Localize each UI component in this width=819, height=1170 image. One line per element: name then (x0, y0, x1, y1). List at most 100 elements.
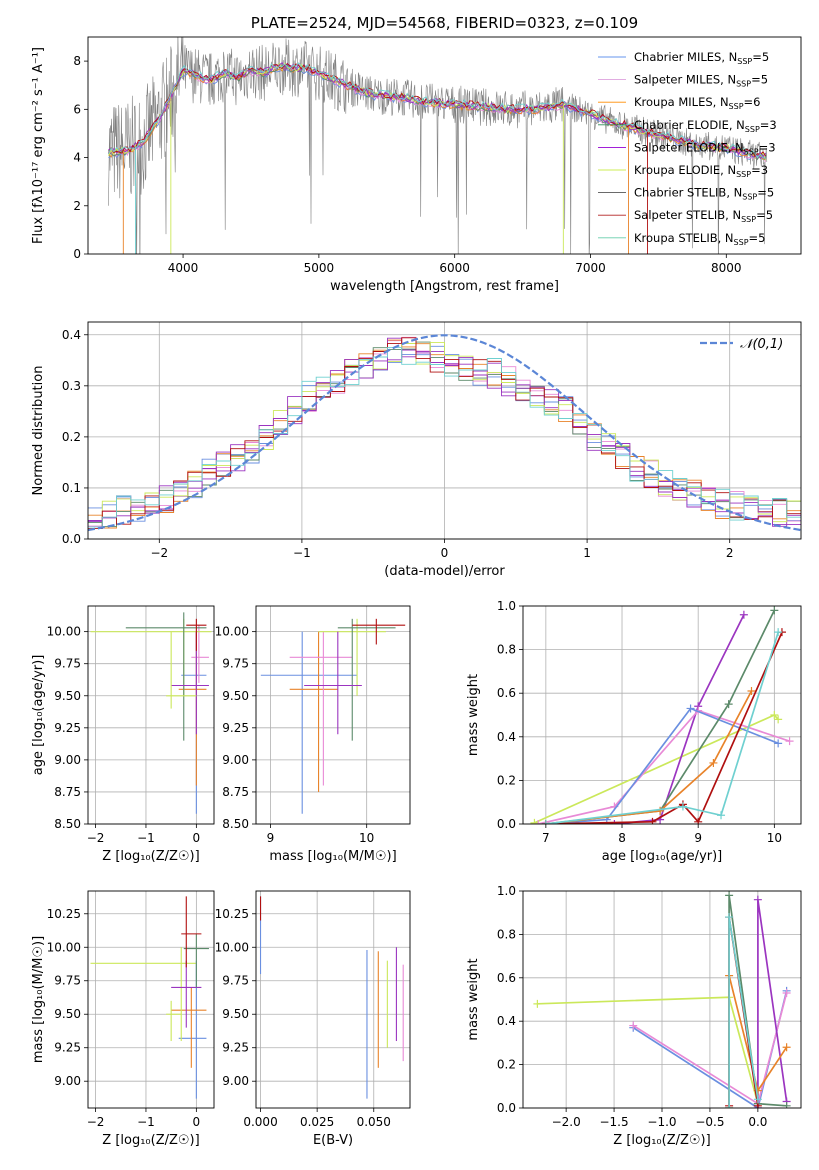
y-tick-label: 9.50 (54, 689, 81, 703)
x-tick-label: 8000 (711, 261, 742, 275)
y-tick-label: 8.50 (222, 817, 249, 831)
x-tick-label: 5000 (304, 261, 335, 275)
errorbar-point (186, 618, 207, 651)
x-axis-label: Z [log₁₀(Z/Z☉)] (613, 1133, 710, 1148)
legend-label-main: Salpeter MILES, N (634, 73, 736, 87)
weight-point-marker (629, 1021, 638, 1030)
x-tick-label: 0 (193, 831, 201, 845)
x-axis-label: mass [log₁₀(M/M☉)] (269, 849, 396, 864)
x-tick-label: −2 (87, 1115, 105, 1129)
y-tick-label: 0.6 (497, 686, 516, 700)
axes-frame (255, 890, 411, 1109)
x-tick-label: 0 (441, 546, 449, 560)
axes-frame (522, 605, 802, 825)
y-tick-label: 10.00 (47, 940, 81, 954)
legend-label: Chabrier MILES, NSSP=5 (634, 50, 769, 66)
y-tick-label: 9.75 (54, 657, 81, 671)
y-tick-label: 0.4 (497, 1014, 516, 1028)
x-tick-label: 9 (267, 831, 275, 845)
y-tick-label: 9.00 (54, 1074, 81, 1088)
y-tick-label: 9.25 (222, 1041, 249, 1055)
x-axis-label: E(B-V) (313, 1133, 353, 1148)
weight-series-line (537, 996, 759, 1104)
model-spectrum-line (107, 63, 767, 158)
legend-label-tail: =5 (756, 208, 773, 222)
y-axis-label: Normed distribution (31, 366, 46, 496)
legend-label: 𝒩(0,1) (740, 337, 783, 352)
x-tick-label: 0.0 (748, 1115, 767, 1129)
weight-point-marker (724, 700, 733, 709)
y-tick-label: 6 (73, 102, 81, 116)
weight-point-marker (648, 817, 657, 824)
legend-label-sub: SSP (744, 147, 759, 156)
panel-age-vs-mass: 9 10 8.50 8.75 9.00 9.25 9.50 9.75 10.00 mass [lo… (215, 605, 411, 864)
axes-frame (255, 605, 411, 825)
x-tick-label: −1 (137, 1115, 155, 1129)
y-tick-label: 0.4 (62, 328, 81, 342)
legend-label-tail: =3 (759, 140, 776, 154)
x-tick-label: 8 (618, 831, 626, 845)
y-tick-label: 10.00 (47, 625, 81, 639)
errorbar-plot-area (90, 612, 212, 814)
y-tick-label: 8.75 (222, 785, 249, 799)
legend-label-tail: =5 (757, 186, 774, 200)
x-tick-label: 0.000 (243, 1115, 277, 1129)
y-tick-label: 9.00 (222, 1074, 249, 1088)
errorbar-point (171, 631, 209, 735)
x-tick-label: −1 (137, 831, 155, 845)
axes-frame (87, 890, 215, 1109)
weight-point-marker (739, 610, 748, 619)
weight-point-marker (725, 1104, 734, 1108)
weight-point-marker (686, 704, 695, 713)
legend-label-main: Kroupa ELODIE, N (634, 163, 736, 177)
x-tick-label: −0.5 (695, 1115, 724, 1129)
legend-label-tail: =3 (760, 118, 777, 132)
weight-point-marker (610, 820, 619, 824)
legend-label-main: Salpeter ELODIE, N (634, 140, 744, 154)
x-tick-label: 4000 (168, 261, 199, 275)
y-tick-label: 9.50 (222, 1007, 249, 1021)
y-axis-label: mass weight (466, 674, 481, 756)
y-tick-label: 0.2 (497, 773, 516, 787)
weight-series-line (545, 707, 779, 824)
y-tick-label: 0.8 (497, 643, 516, 657)
weight-point-marker (530, 818, 539, 824)
errorbar-point (171, 987, 207, 1068)
y-tick-label: 0 (73, 247, 81, 261)
errorbar-point (90, 947, 197, 1042)
legend-label-tail: =3 (751, 163, 768, 177)
weight-series-line (757, 899, 788, 1108)
y-tick-label: 9.75 (54, 974, 81, 988)
errorbar-point (289, 631, 353, 786)
legend-label: Salpeter MILES, NSSP=5 (634, 73, 768, 89)
y-tick-label: 0.8 (497, 927, 516, 941)
weight-series-line (545, 631, 780, 824)
y-tick-label: 8.50 (54, 817, 81, 831)
weight-point-marker (717, 811, 726, 820)
weight-point-marker (534, 820, 543, 824)
x-tick-label: 6000 (439, 261, 470, 275)
y-tick-label: 0.4 (497, 730, 516, 744)
weight-point-marker (753, 1095, 762, 1104)
y-tick-label: 9.00 (222, 753, 249, 767)
y-tick-label: 9.75 (222, 974, 249, 988)
y-tick-label: 0.2 (62, 430, 81, 444)
y-tick-label: 8.75 (54, 785, 81, 799)
x-tick-label: 9 (694, 831, 702, 845)
legend-label-main: Salpeter STELIB, N (634, 208, 741, 222)
y-tick-label: 10.25 (47, 907, 81, 921)
panel-spectrum: 4000 5000 6000 7000 8000 0 2 4 6 8 wavelength [Ang… (31, 14, 802, 294)
x-axis-label: Z [log₁₀(Z/Z☉)] (102, 849, 199, 864)
legend-label-tail: =6 (744, 95, 761, 109)
y-tick-label: 9.25 (54, 721, 81, 735)
legend-label-main: Kroupa STELIB, N (634, 231, 734, 245)
errorbar-point (191, 625, 209, 683)
x-axis-label: Z [log₁₀(Z/Z☉)] (102, 1133, 199, 1148)
y-tick-label: 4 (73, 151, 81, 165)
y-axis-label: mass weight (466, 958, 481, 1040)
errorbar-point (181, 631, 207, 814)
model-spectrum-line (108, 62, 767, 161)
weight-point-marker (770, 711, 779, 719)
chart-title: PLATE=2524, MJD=54568, FIBERID=0323, z=0… (251, 14, 638, 32)
